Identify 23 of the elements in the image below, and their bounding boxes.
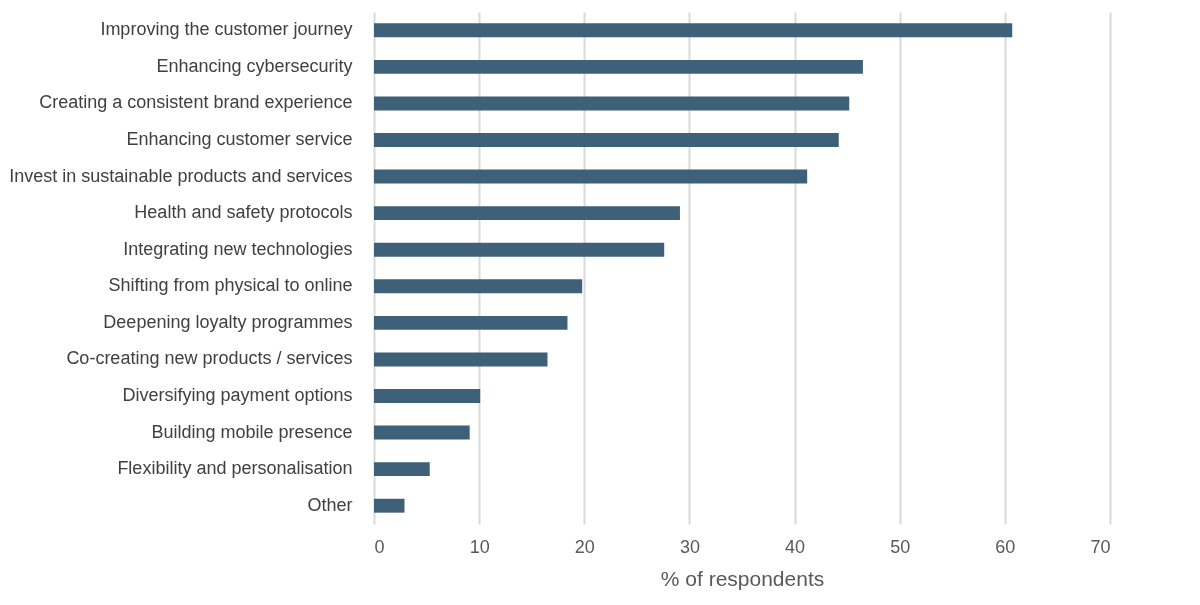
y-tick-label: Deepening loyalty programmes <box>103 311 353 332</box>
y-tick-label: Shifting from physical to online <box>108 275 353 296</box>
y-tick-label: Building mobile presence <box>151 421 353 442</box>
y-tick-label: Enhancing customer service <box>126 129 353 149</box>
y-tick-label: Creating a consistent brand experience <box>39 92 353 113</box>
y-tick-label: Integrating new technologies <box>123 238 353 259</box>
x-tick-label: 30 <box>679 536 700 557</box>
x-tick-label: 10 <box>469 536 490 557</box>
x-tick-label: 20 <box>574 536 595 557</box>
y-tick-label: Improving the customer journey <box>100 19 353 40</box>
x-tick-label: 60 <box>995 536 1016 557</box>
y-tick-label: Enhancing cybersecurity <box>156 55 353 76</box>
x-tick-label: 70 <box>1090 536 1111 557</box>
y-tick-label: Health and safety protocols <box>134 202 353 223</box>
x-tick-label: 50 <box>890 536 911 557</box>
x-tick-label: 40 <box>785 536 806 557</box>
y-tick-label: Co-creating new products / services <box>66 348 353 369</box>
y-tick-label: Flexibility and personalisation <box>117 458 353 479</box>
y-tick-label: Diversifying payment options <box>122 385 353 405</box>
x-tick-label: 0 <box>374 536 385 557</box>
y-tick-label: Invest in sustainable products and services <box>9 165 353 186</box>
x-axis-title: % of respondents <box>660 566 825 590</box>
y-tick-label: Other <box>307 494 353 515</box>
